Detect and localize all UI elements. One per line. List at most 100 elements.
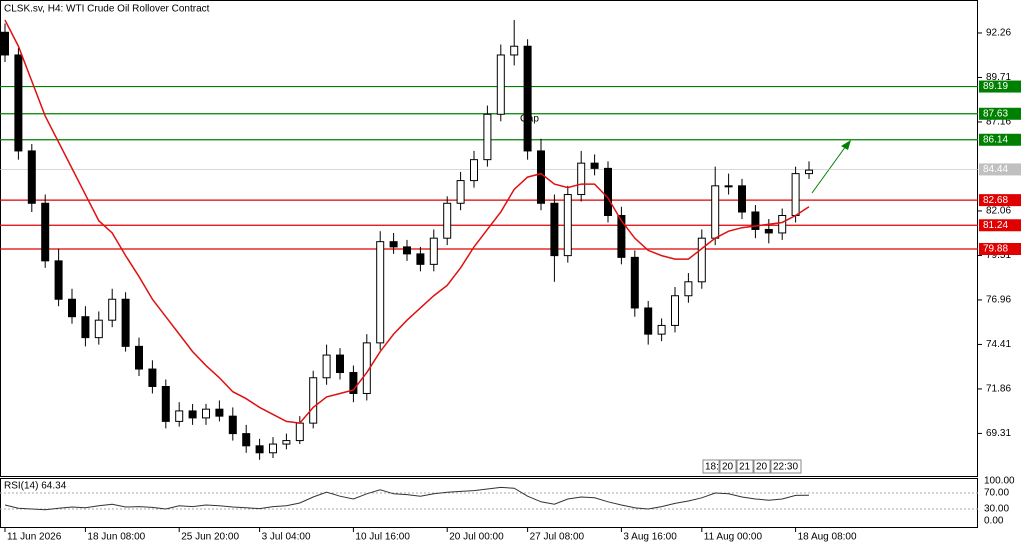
period-mark-box	[753, 459, 771, 474]
candle-body	[175, 410, 184, 422]
candle-body	[429, 237, 438, 265]
candle-body	[697, 237, 706, 283]
candle-body	[336, 354, 344, 374]
candle-body	[537, 150, 545, 204]
candle-body	[590, 162, 599, 169]
candle-body	[94, 319, 103, 339]
candle-body	[711, 185, 720, 239]
level-label-box	[979, 219, 1021, 232]
candle-body	[724, 185, 733, 188]
candle-body	[148, 368, 157, 387]
main-frame	[0, 0, 978, 477]
period-mark: 21	[739, 462, 751, 473]
candle-body	[255, 445, 264, 454]
chart-title: CLSK.sv, H4: WTI Crude Oil Rollover Cont…	[4, 4, 210, 15]
candle-body	[188, 410, 197, 419]
candle-body	[228, 415, 237, 435]
candle-body	[764, 228, 773, 234]
level-label: 89.19	[983, 81, 1008, 92]
rsi-tick-label: 30.00	[984, 504, 1009, 515]
candle-body	[269, 443, 277, 454]
candle-body	[805, 169, 813, 175]
y-tick-label: 92.26	[986, 28, 1011, 39]
candle-body	[1, 31, 9, 56]
x-tick-label: 20 Jul 00:00	[449, 532, 504, 543]
x-tick-label: 25 Jun 20:00	[181, 532, 239, 543]
period-mark-box	[770, 459, 802, 474]
candle-body	[282, 440, 291, 445]
y-tick-label: 76.96	[986, 295, 1011, 306]
period-mark-box	[719, 459, 737, 474]
y-tick-label: 87.16	[986, 117, 1011, 128]
candle-body	[523, 45, 532, 152]
candle-body	[791, 173, 800, 216]
candle-body	[108, 298, 117, 321]
candle-body	[14, 54, 23, 152]
candle-body	[563, 194, 572, 257]
rsi-frame	[0, 478, 978, 528]
y-tick-label: 74.41	[986, 339, 1011, 350]
candle-body	[470, 159, 478, 182]
level-label: 81.24	[983, 220, 1008, 231]
y-tick-label: 69.31	[986, 428, 1011, 439]
x-tick-label: 18 Aug 08:00	[798, 532, 857, 543]
x-tick-label: 10 Jul 16:00	[355, 532, 410, 543]
candle-body	[202, 408, 210, 419]
period-mark: 18:	[705, 462, 719, 473]
candle-body	[456, 180, 465, 204]
candle-body	[630, 256, 639, 309]
x-tick-label: 11 Aug 00:00	[704, 532, 763, 543]
candle-body	[617, 214, 626, 258]
candle-body	[496, 54, 505, 115]
level-label-box	[979, 194, 1021, 207]
period-mark-box	[702, 459, 720, 474]
candle-body	[751, 211, 760, 230]
y-tick-label: 89.71	[986, 72, 1011, 83]
level-label-box	[979, 107, 1021, 120]
level-label-box	[979, 80, 1021, 93]
candle-body	[738, 185, 746, 213]
candle-body	[27, 150, 36, 204]
candle-body	[403, 246, 411, 255]
candle-body	[322, 354, 331, 379]
last-price-box	[979, 163, 1021, 176]
rsi-tick-label: 100.00	[984, 476, 1015, 487]
period-mark: 20	[722, 462, 734, 473]
x-tick-label: 18 Jun 08:00	[87, 532, 145, 543]
candle-body	[242, 433, 251, 447]
candle-body	[604, 167, 612, 216]
rsi-line	[4, 486, 810, 511]
candle-body	[443, 202, 452, 239]
candle-body	[644, 307, 653, 335]
y-tick-label: 82.06	[986, 206, 1011, 217]
candle-body	[121, 298, 130, 347]
y-tick-label: 71.86	[986, 384, 1011, 395]
candle-body	[135, 345, 143, 370]
rsi-label: RSI(14) 64.34	[4, 481, 67, 492]
period-mark-box	[736, 459, 754, 474]
level-label: 79.88	[983, 244, 1008, 255]
candle-body	[778, 214, 787, 234]
candle-body	[657, 324, 666, 335]
candle-body	[309, 377, 318, 424]
candle-body	[215, 408, 224, 417]
candle-body	[671, 295, 679, 326]
candle-body	[483, 113, 492, 161]
period-mark: 20	[756, 462, 768, 473]
candle-body	[68, 298, 76, 318]
candle-body	[510, 45, 519, 56]
candle-body	[81, 316, 90, 339]
candle-body	[389, 241, 398, 248]
x-tick-label: 11 Jun 2026	[7, 532, 62, 543]
candle-body	[376, 241, 385, 344]
period-mark: 22:30	[773, 462, 798, 473]
candle-body	[550, 202, 559, 257]
level-label-box	[979, 133, 1021, 146]
level-label: 86.14	[983, 134, 1008, 145]
x-tick-label: 3 Aug 16:00	[623, 532, 677, 543]
rsi-tick-label: 70.00	[984, 488, 1009, 499]
level-label: 82.68	[983, 195, 1008, 206]
last-price-label: 84.44	[983, 164, 1008, 175]
